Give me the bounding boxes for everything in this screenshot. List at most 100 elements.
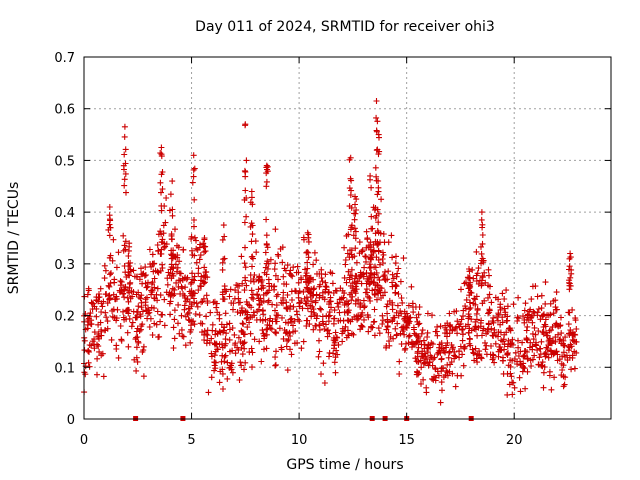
data-point: [133, 367, 140, 374]
data-point: [556, 356, 563, 363]
data-point: [333, 347, 340, 354]
data-point: [146, 246, 153, 253]
data-point: [499, 319, 506, 326]
data-point: [120, 290, 126, 297]
data-point: [437, 399, 444, 406]
data-point: [220, 296, 227, 302]
data-point: [222, 336, 229, 343]
data-point: [561, 381, 568, 388]
data-point: [552, 334, 559, 341]
data-point: [341, 290, 348, 297]
data-point: [169, 285, 176, 292]
data-point: [458, 316, 465, 323]
data-point: [365, 328, 372, 335]
data-point: [226, 326, 233, 333]
data-point: [226, 320, 233, 327]
data-point: [197, 252, 204, 259]
data-point: [373, 173, 380, 180]
data-point: [211, 359, 218, 366]
data-point: [444, 330, 451, 337]
data-point: [113, 346, 120, 352]
data-point: [185, 309, 192, 316]
data-point: [463, 296, 470, 303]
data-point: [98, 309, 105, 315]
data-point: [548, 386, 555, 393]
data-point: [504, 303, 511, 310]
data-point: [121, 286, 128, 293]
data-point: [433, 328, 440, 335]
data-point: [357, 303, 364, 310]
y-tick-label: 0.4: [54, 206, 75, 221]
data-point: [392, 260, 399, 267]
data-point: [375, 151, 382, 158]
data-point: [460, 331, 466, 337]
data-point: [395, 265, 402, 272]
data-point: [365, 314, 372, 321]
data-point: [261, 346, 267, 353]
data-point: [320, 360, 327, 367]
data-point: [545, 338, 552, 345]
data-point: [503, 287, 510, 294]
data-point: [238, 344, 245, 351]
data-point: [511, 384, 518, 391]
data-point: [384, 318, 391, 325]
data-point: [124, 329, 131, 336]
data-point: [271, 286, 278, 293]
data-point: [406, 332, 413, 339]
data-point: [283, 305, 290, 312]
data-point: [570, 338, 577, 344]
data-point: [352, 283, 359, 290]
data-point: [213, 300, 220, 307]
data-point: [356, 275, 363, 281]
data-point: [347, 192, 354, 198]
data-point: [475, 265, 482, 272]
y-tick-label: 0.6: [54, 103, 75, 118]
data-point: [488, 299, 495, 306]
data-point: [367, 176, 373, 183]
data-point: [470, 349, 477, 356]
data-point: [485, 266, 492, 273]
data-point: [115, 354, 122, 361]
data-point: [190, 173, 197, 180]
data-point: [294, 339, 301, 346]
data-point: [211, 352, 218, 359]
data-point: [201, 244, 208, 250]
data-point: [529, 319, 536, 326]
data-point: [108, 336, 115, 343]
data-point: [239, 280, 246, 287]
data-point: [219, 236, 226, 243]
data-point: [375, 248, 382, 255]
data-point: [547, 347, 554, 354]
data-point: [394, 270, 401, 277]
data-point: [327, 294, 334, 301]
data-point: [263, 345, 270, 352]
data-point: [400, 255, 407, 262]
data-point: [189, 179, 196, 186]
data-point: [250, 309, 257, 316]
data-point: [489, 356, 496, 363]
data-point: [220, 386, 226, 392]
data-point: [318, 306, 324, 313]
data-point: [244, 301, 251, 308]
data-point: [550, 310, 557, 317]
data-point: [316, 326, 323, 333]
data-point: [272, 361, 279, 368]
data-point: [552, 306, 559, 313]
data-point: [170, 292, 177, 299]
data-point: [230, 300, 237, 307]
data-point: [246, 319, 253, 326]
data-point: [144, 294, 150, 301]
data-point: [101, 275, 108, 282]
data-point: [398, 341, 405, 347]
data-point: [364, 235, 371, 241]
data-point: [133, 344, 140, 351]
data-point: [295, 279, 302, 286]
data-point: [168, 261, 175, 268]
data-point: [198, 299, 205, 306]
data-point: [143, 308, 150, 314]
data-point: [157, 251, 164, 257]
data-point: [85, 285, 92, 292]
data-point: [542, 279, 549, 286]
data-point: [310, 306, 317, 313]
data-point: [162, 243, 169, 250]
